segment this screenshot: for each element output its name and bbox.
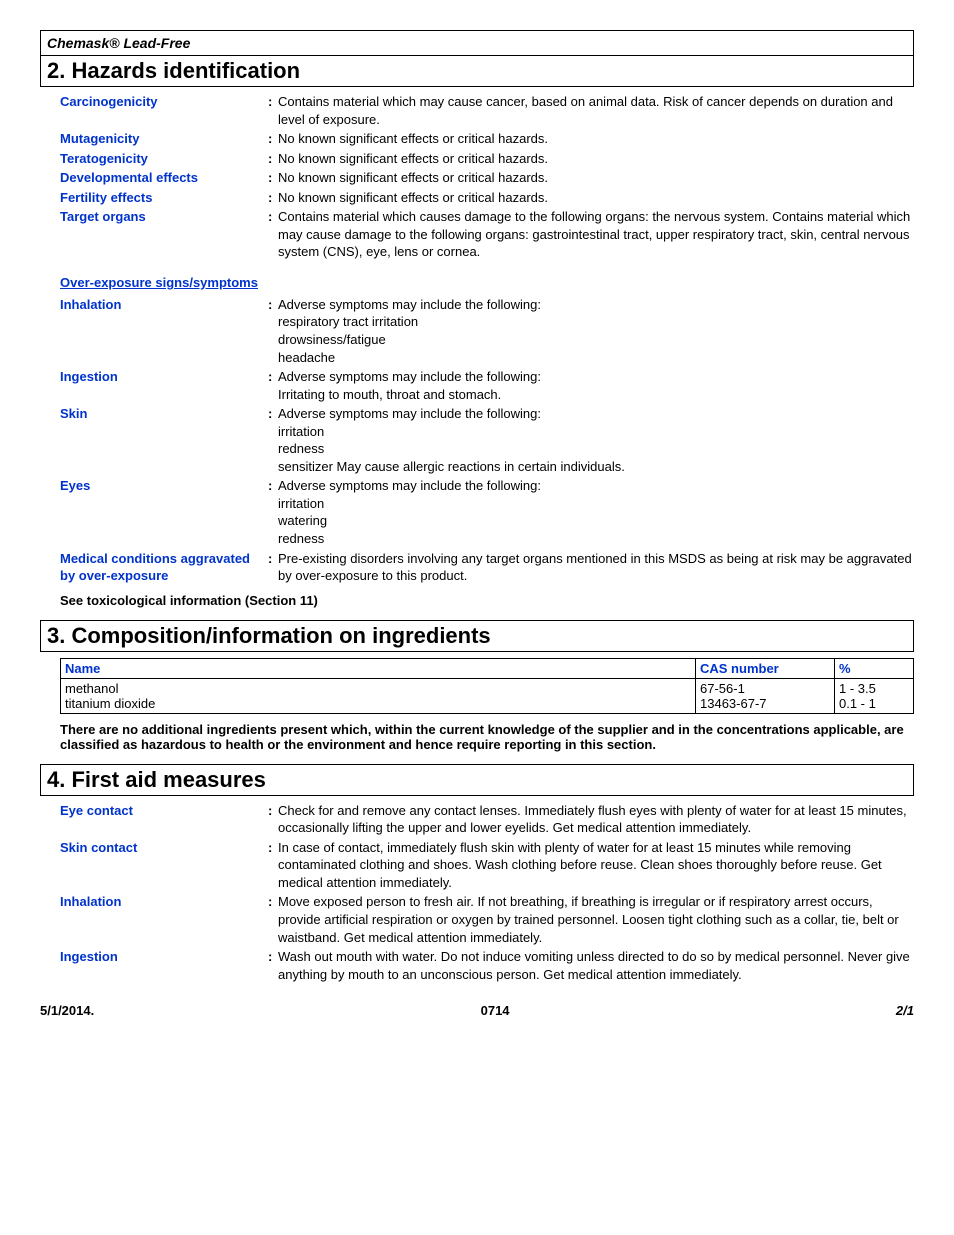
- section-composition: 3. Composition/information on ingredient…: [40, 620, 914, 752]
- field-value: Check for and remove any contact lenses.…: [278, 802, 914, 837]
- section4-title: 4. First aid measures: [40, 764, 914, 796]
- field-value: Adverse symptoms may include the followi…: [278, 368, 914, 403]
- footer-date: 5/1/2014.: [40, 1003, 94, 1018]
- field-label: Skin contact: [60, 839, 268, 892]
- field-label: Inhalation: [60, 893, 268, 946]
- field-value: Wash out mouth with water. Do not induce…: [278, 948, 914, 983]
- section2-title: 2. Hazards identification: [40, 55, 914, 87]
- field-value: Pre-existing disorders involving any tar…: [278, 550, 914, 585]
- field-label: Mutagenicity: [60, 130, 268, 148]
- field-label: Teratogenicity: [60, 150, 268, 168]
- field-row: Fertility effects:No known significant e…: [60, 189, 914, 207]
- field-row: Inhalation:Move exposed person to fresh …: [60, 893, 914, 946]
- field-row: Ingestion:Adverse symptoms may include t…: [60, 368, 914, 403]
- field-colon: :: [268, 130, 278, 148]
- field-colon: :: [268, 839, 278, 892]
- product-name: Chemask® Lead-Free: [40, 30, 914, 55]
- col-name: Name: [61, 658, 696, 678]
- field-row: Ingestion:Wash out mouth with water. Do …: [60, 948, 914, 983]
- col-cas: CAS number: [696, 658, 835, 678]
- field-label: Fertility effects: [60, 189, 268, 207]
- field-row: Eyes:Adverse symptoms may include the fo…: [60, 477, 914, 547]
- field-row: Inhalation:Adverse symptoms may include …: [60, 296, 914, 366]
- field-row: Teratogenicity:No known significant effe…: [60, 150, 914, 168]
- field-label: Inhalation: [60, 296, 268, 366]
- field-label: Developmental effects: [60, 169, 268, 187]
- field-colon: :: [268, 169, 278, 187]
- section3-title: 3. Composition/information on ingredient…: [40, 620, 914, 652]
- table-cell: 1 - 3.50.1 - 1: [835, 678, 914, 713]
- field-label: Medical conditions aggravated by over-ex…: [60, 550, 268, 585]
- field-colon: :: [268, 208, 278, 261]
- field-row: Carcinogenicity:Contains material which …: [60, 93, 914, 128]
- field-colon: :: [268, 948, 278, 983]
- field-label: Target organs: [60, 208, 268, 261]
- field-value: Move exposed person to fresh air. If not…: [278, 893, 914, 946]
- table-cell: methanoltitanium dioxide: [61, 678, 696, 713]
- field-value: No known significant effects or critical…: [278, 189, 914, 207]
- section-hazards: 2. Hazards identification Carcinogenicit…: [40, 55, 914, 608]
- field-row: Developmental effects:No known significa…: [60, 169, 914, 187]
- field-colon: :: [268, 550, 278, 585]
- field-label: Eye contact: [60, 802, 268, 837]
- field-label: Carcinogenicity: [60, 93, 268, 128]
- field-value: Contains material which may cause cancer…: [278, 93, 914, 128]
- field-value: Adverse symptoms may include the followi…: [278, 477, 914, 547]
- field-colon: :: [268, 150, 278, 168]
- footer-page: 2/1: [896, 1003, 914, 1018]
- field-value: Contains material which causes damage to…: [278, 208, 914, 261]
- field-colon: :: [268, 477, 278, 547]
- field-row: Eye contact:Check for and remove any con…: [60, 802, 914, 837]
- field-row: Skin contact:In case of contact, immedia…: [60, 839, 914, 892]
- section2-footnote: See toxicological information (Section 1…: [60, 593, 914, 608]
- ingredients-table: Name CAS number % methanoltitanium dioxi…: [60, 658, 914, 714]
- field-row: Target organs:Contains material which ca…: [60, 208, 914, 261]
- field-row: Skin:Adverse symptoms may include the fo…: [60, 405, 914, 475]
- table-cell: 67-56-113463-67-7: [696, 678, 835, 713]
- field-label: Eyes: [60, 477, 268, 547]
- field-colon: :: [268, 893, 278, 946]
- overexposure-heading: Over-exposure signs/symptoms: [60, 275, 914, 290]
- field-value: No known significant effects or critical…: [278, 130, 914, 148]
- field-value: No known significant effects or critical…: [278, 169, 914, 187]
- section3-disclaimer: There are no additional ingredients pres…: [60, 722, 914, 752]
- field-label: Ingestion: [60, 368, 268, 403]
- field-value: In case of contact, immediately flush sk…: [278, 839, 914, 892]
- field-colon: :: [268, 296, 278, 366]
- field-colon: :: [268, 405, 278, 475]
- field-value: Adverse symptoms may include the followi…: [278, 296, 914, 366]
- footer-code: 0714: [481, 1003, 510, 1018]
- field-colon: :: [268, 368, 278, 403]
- page-footer: 5/1/2014. 0714 2/1: [40, 1003, 914, 1018]
- field-colon: :: [268, 93, 278, 128]
- col-pct: %: [835, 658, 914, 678]
- field-colon: :: [268, 189, 278, 207]
- field-value: Adverse symptoms may include the followi…: [278, 405, 914, 475]
- field-row: Medical conditions aggravated by over-ex…: [60, 550, 914, 585]
- section-first-aid: 4. First aid measures Eye contact:Check …: [40, 764, 914, 983]
- field-colon: :: [268, 802, 278, 837]
- field-value: No known significant effects or critical…: [278, 150, 914, 168]
- field-row: Mutagenicity:No known significant effect…: [60, 130, 914, 148]
- field-label: Skin: [60, 405, 268, 475]
- field-label: Ingestion: [60, 948, 268, 983]
